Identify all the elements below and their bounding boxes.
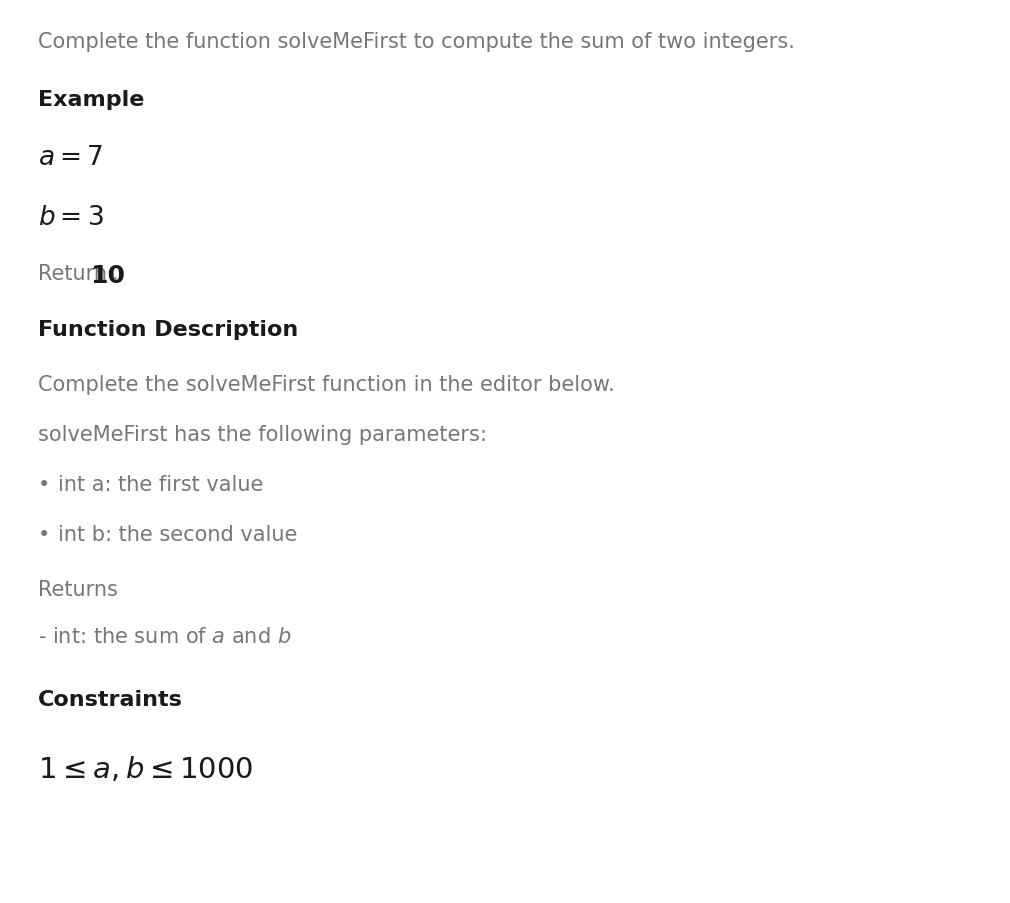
Text: $b = 3$: $b = 3$: [38, 205, 104, 231]
Text: Example: Example: [38, 90, 144, 110]
Text: int a: the first value: int a: the first value: [58, 474, 264, 495]
Text: 10: 10: [90, 264, 125, 288]
Text: $a = 7$: $a = 7$: [38, 144, 103, 171]
Text: solveMeFirst has the following parameters:: solveMeFirst has the following parameter…: [38, 424, 487, 444]
Text: Complete the function solveMeFirst to compute the sum of two integers.: Complete the function solveMeFirst to co…: [38, 32, 795, 52]
Text: Constraints: Constraints: [38, 689, 183, 709]
Text: Complete the solveMeFirst function in the editor below.: Complete the solveMeFirst function in th…: [38, 375, 615, 395]
Text: - int: the sum of $\mathit{a}$ and $\mathit{b}$: - int: the sum of $\mathit{a}$ and $\mat…: [38, 627, 291, 647]
Text: int b: the second value: int b: the second value: [58, 525, 297, 545]
Text: •: •: [38, 525, 51, 545]
Text: •: •: [38, 474, 51, 495]
Text: Returns: Returns: [38, 580, 118, 600]
Text: Function Description: Function Description: [38, 320, 298, 340]
Text: $1 \leq a, b \leq 1000$: $1 \leq a, b \leq 1000$: [38, 754, 254, 783]
Text: Return: Return: [38, 264, 113, 284]
Text: .: .: [112, 264, 118, 284]
